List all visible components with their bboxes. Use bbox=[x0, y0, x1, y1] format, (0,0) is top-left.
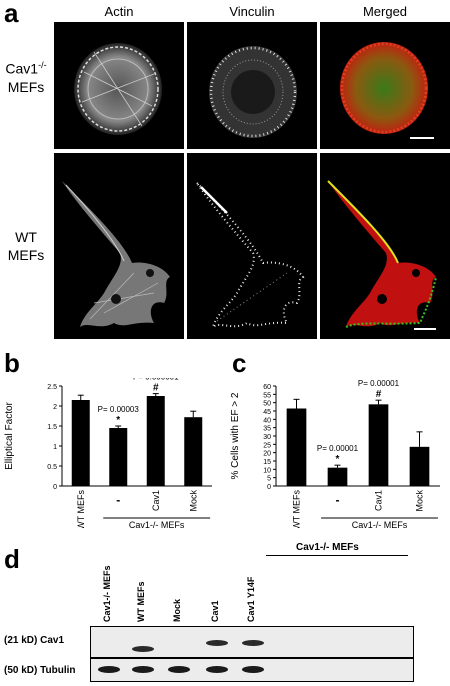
group-label: Cav1-/- MEFs bbox=[129, 520, 185, 528]
row-label-cav1-ko: Cav1-/- MEFs bbox=[0, 56, 52, 96]
blot-tubulin bbox=[90, 658, 414, 682]
row-label-wt-text: WT bbox=[15, 229, 37, 245]
bar bbox=[146, 396, 165, 486]
row-label-cav1-text: Cav1 bbox=[5, 60, 39, 77]
y-tick-label: 5 bbox=[267, 476, 271, 483]
blot-band bbox=[242, 640, 264, 646]
lane-label: Cav1 Y14F bbox=[246, 576, 256, 622]
y-tick-label: 2.5 bbox=[47, 384, 57, 391]
y-tick-label: 40 bbox=[263, 417, 271, 424]
category-label: - bbox=[116, 493, 120, 507]
bar bbox=[71, 400, 90, 486]
chart-elliptical-factor: 0 0.5 1 1.5 2 2.5 Elliptical Factor WT MEFs - * P=… bbox=[0, 373, 224, 530]
y-tick-label: 55 bbox=[263, 392, 271, 399]
western-group-line bbox=[266, 555, 408, 556]
y-tick-label: 10 bbox=[263, 467, 271, 474]
category-label: Cav1 bbox=[374, 490, 384, 511]
group-label: Cav1-/- MEFs bbox=[352, 520, 408, 528]
row-label-cav1-mefs: MEFs bbox=[7, 78, 45, 95]
column-header-actin: Actin bbox=[104, 4, 134, 19]
micrograph-wt-actin bbox=[54, 153, 184, 339]
blot-band bbox=[242, 666, 264, 673]
panel-d-label: d bbox=[4, 544, 20, 574]
lane-label: Cav1 bbox=[210, 600, 220, 622]
y-tick-label: 2 bbox=[53, 404, 57, 411]
category-label: WT MEFs bbox=[76, 490, 86, 528]
y-tick-label: 15 bbox=[263, 459, 271, 466]
y-axis-label: % Cells with EF > 2 bbox=[230, 392, 241, 479]
chart-percent-cells: 0 5 10 15 20 25 30 35 40 45 50 55 60 % Cells with EF … bbox=[226, 378, 450, 530]
category-label: WT MEFs bbox=[292, 490, 302, 528]
lane-label: Mock bbox=[172, 598, 182, 622]
y-tick-label: 25 bbox=[263, 442, 271, 449]
bar bbox=[409, 446, 430, 486]
panel-a-label: a bbox=[4, 0, 19, 28]
blot-band bbox=[168, 666, 190, 673]
blot-label-tubulin: (50 kD) Tubulin bbox=[4, 665, 76, 676]
p-value-label: P= 0.000001 bbox=[133, 378, 179, 382]
y-axis-label: Elliptical Factor bbox=[4, 401, 15, 469]
panel-c-label: c bbox=[232, 348, 247, 378]
significance-mark: * bbox=[116, 415, 120, 426]
bar bbox=[368, 404, 389, 486]
row-label-wt-mefs: MEFs bbox=[7, 247, 45, 263]
category-label: Mock bbox=[188, 490, 198, 512]
significance-mark: # bbox=[153, 383, 159, 394]
bar bbox=[109, 428, 128, 486]
y-tick-label: 45 bbox=[263, 409, 271, 416]
p-value-label: P= 0.00001 bbox=[317, 444, 359, 453]
column-header-vinculin: Vinculin bbox=[229, 4, 275, 19]
y-tick-label: 1 bbox=[53, 444, 57, 451]
y-tick-label: 0.5 bbox=[47, 464, 57, 471]
micrograph-cav1-actin bbox=[54, 22, 184, 149]
p-value-label: P= 0.00001 bbox=[358, 379, 400, 388]
bar bbox=[286, 408, 307, 486]
y-tick-label: 35 bbox=[263, 426, 271, 433]
panel-b-label: b bbox=[4, 348, 20, 378]
western-group-label: Cav1-/- MEFs bbox=[296, 542, 359, 553]
y-tick-label: 20 bbox=[263, 451, 271, 458]
category-label: Mock bbox=[415, 490, 425, 512]
micrograph-wt-merged bbox=[320, 153, 450, 339]
y-tick-label: 0 bbox=[53, 484, 57, 491]
lane-label: WT MEFs bbox=[136, 581, 146, 623]
category-label: - bbox=[336, 493, 340, 507]
p-value-label: P= 0.00003 bbox=[98, 405, 140, 414]
blot-band bbox=[206, 666, 228, 673]
blot-band bbox=[132, 666, 154, 673]
significance-mark: # bbox=[376, 389, 382, 400]
blot-band bbox=[206, 640, 228, 646]
bar bbox=[327, 467, 348, 486]
y-tick-label: 50 bbox=[263, 401, 271, 408]
category-label: Cav1 bbox=[151, 490, 161, 511]
lane-label: Cav1-/- MEFs bbox=[102, 565, 112, 622]
blot-cav1 bbox=[90, 626, 414, 658]
micrograph-wt-vinculin bbox=[187, 153, 317, 339]
blot-band bbox=[132, 646, 154, 652]
bar bbox=[184, 417, 203, 486]
y-tick-label: 0 bbox=[267, 484, 271, 491]
significance-mark: * bbox=[336, 454, 340, 465]
row-label-wt: WT MEFs bbox=[0, 228, 52, 264]
blot-label-cav1: (21 kD) Cav1 bbox=[4, 635, 65, 646]
y-tick-label: 1.5 bbox=[47, 424, 57, 431]
row-label-cav1-sup: -/- bbox=[38, 60, 47, 70]
micrograph-cav1-vinculin bbox=[187, 22, 317, 149]
y-tick-label: 60 bbox=[263, 384, 271, 391]
y-tick-label: 30 bbox=[263, 434, 271, 441]
blot-band bbox=[98, 666, 120, 673]
micrograph-cav1-merged bbox=[320, 22, 450, 149]
column-header-merged: Merged bbox=[362, 4, 408, 19]
